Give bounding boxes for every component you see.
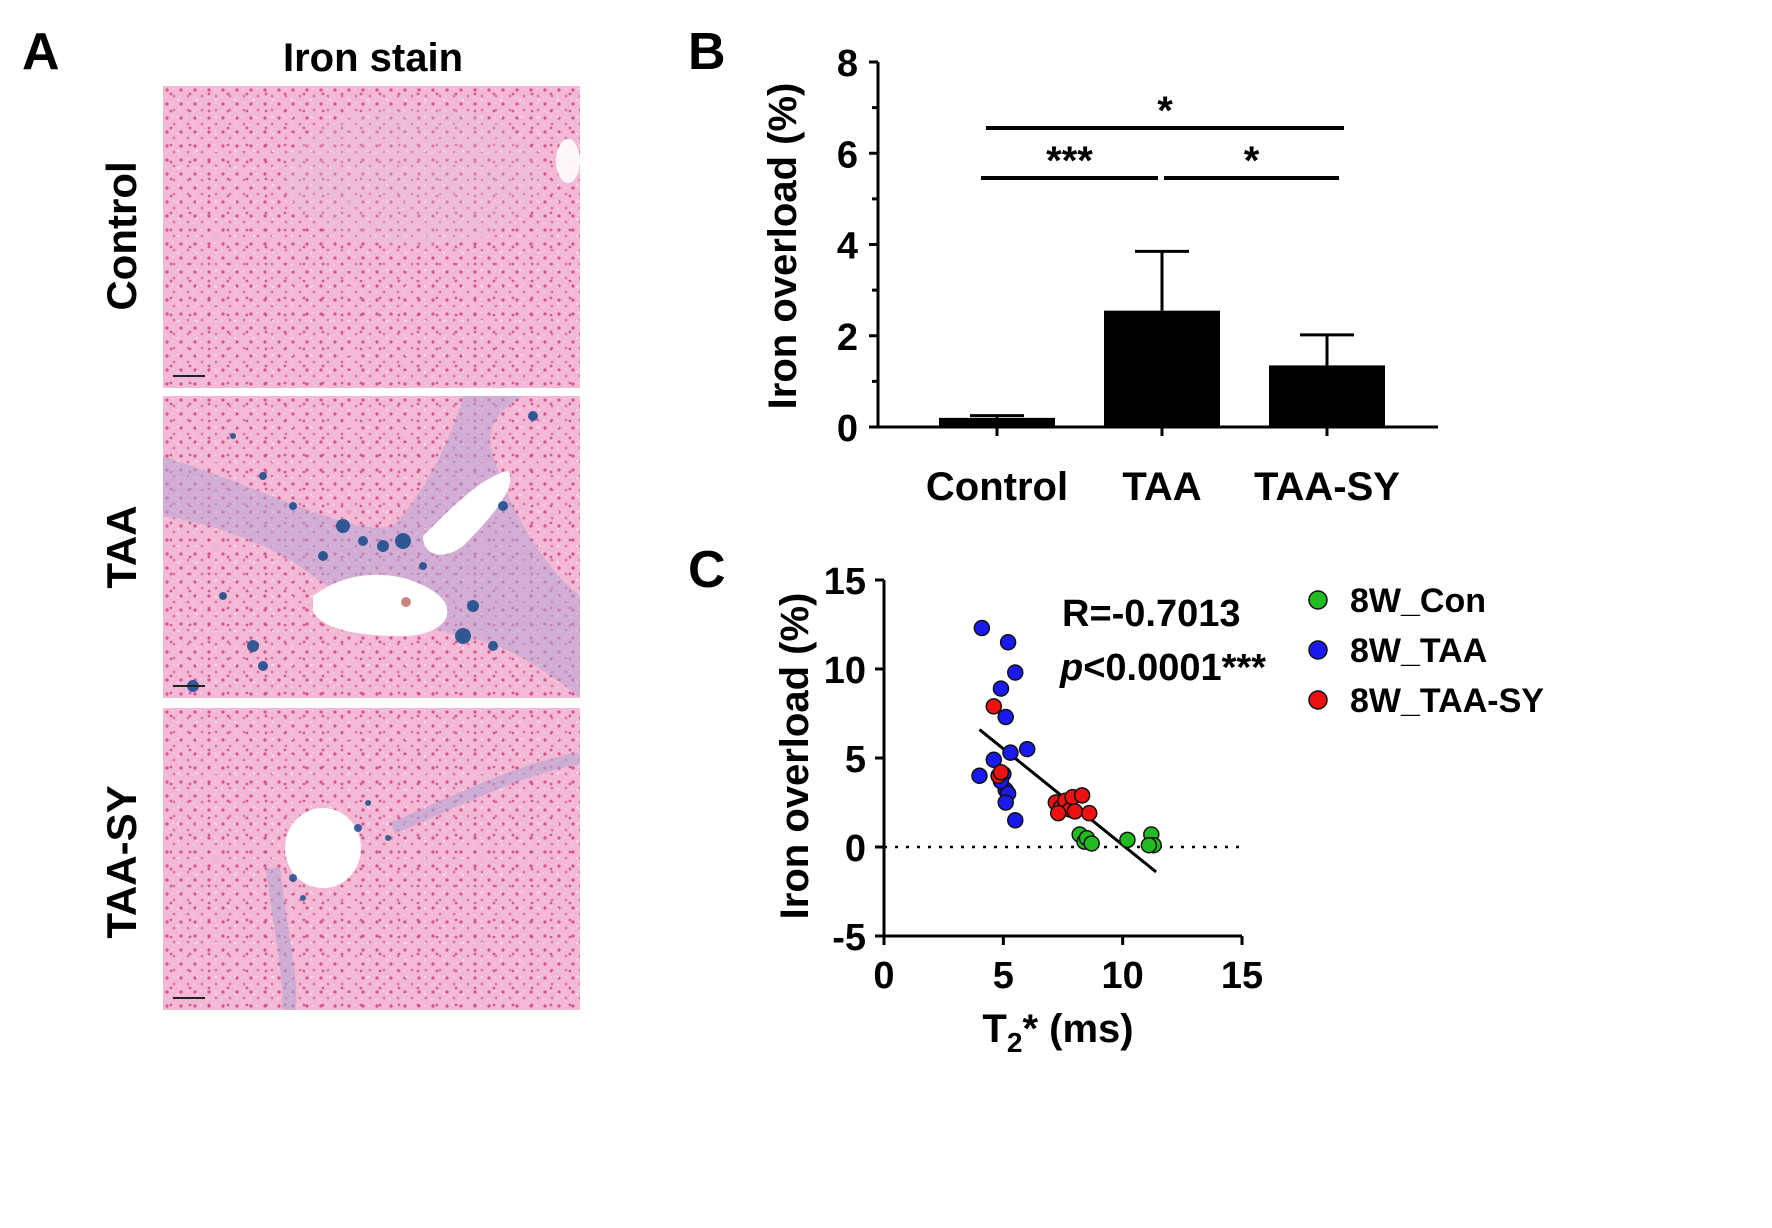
point-8w-taa <box>971 767 988 785</box>
bar-x-tick-label: TAA-SY <box>1254 465 1400 509</box>
bar-control <box>939 417 1055 427</box>
bar-y-tick-label: 0 <box>837 408 858 450</box>
panel-b-letter: B <box>688 23 726 81</box>
scatter-y-tick-label: 5 <box>845 739 866 781</box>
point-8w-taa <box>999 634 1017 651</box>
significance-label: * <box>1244 139 1260 183</box>
scatter-x-tick-label: 0 <box>873 955 894 997</box>
point-8w-taa-sy <box>1049 804 1067 822</box>
scatter-x-tick-label: 15 <box>1221 955 1263 997</box>
scatter-y-tick-label: 10 <box>824 650 866 692</box>
legend-label: 8W_Con <box>1350 582 1486 620</box>
scatter-x-tick-label: 5 <box>993 955 1014 997</box>
micrograph-taa-sy <box>163 708 580 1010</box>
point-8w-taa <box>997 708 1014 726</box>
bar-chart-ylabel: Iron overload (%) <box>761 83 805 410</box>
bar-y-tick-label: 6 <box>837 134 858 176</box>
point-8w-taa <box>973 619 991 637</box>
significance-label: * <box>1157 89 1173 133</box>
scatter-y-tick-label: 0 <box>845 828 866 870</box>
point-8w-taa <box>1002 744 1019 761</box>
scatter-y-tick-label: -5 <box>832 917 866 959</box>
micrograph-control <box>163 86 580 388</box>
point-8w-taa-sy <box>1081 804 1098 822</box>
legend-marker <box>1308 640 1328 660</box>
scatter-y-tick-label: 15 <box>824 561 866 603</box>
point-8w-taa-sy <box>1066 803 1084 820</box>
panel-a-title: Iron stain <box>283 36 464 80</box>
point-8w-taa <box>997 794 1014 811</box>
legend-marker <box>1308 590 1328 610</box>
point-8w-taa <box>985 751 1003 769</box>
scatter-xlabel: T2* (ms) <box>982 1007 1133 1058</box>
point-8w-con <box>1083 835 1100 852</box>
bar-x-tick-label: TAA <box>1122 465 1201 509</box>
point-8w-taa-sy <box>1073 787 1091 804</box>
stat-p: p<0.0001*** <box>1059 647 1266 689</box>
point-8w-taa <box>992 680 1010 697</box>
panel-a-letter: A <box>22 23 60 81</box>
legend-marker <box>1308 690 1328 710</box>
point-8w-taa <box>1007 664 1024 681</box>
bar-x-tick-label: Control <box>926 465 1068 509</box>
significance-label: *** <box>1046 139 1093 183</box>
micrograph-taa <box>163 396 580 698</box>
point-8w-taa <box>1018 740 1036 758</box>
bar-y-tick-label: 8 <box>837 43 858 85</box>
bar-taa-sy <box>1269 365 1385 427</box>
stat-r: R=-0.7013 <box>1062 593 1241 635</box>
point-8w-taa-sy <box>992 763 1010 781</box>
point-8w-taa <box>1007 812 1024 829</box>
point-8w-con <box>1140 836 1158 854</box>
bar-y-tick-label: 4 <box>837 226 858 268</box>
bar-y-tick-label: 2 <box>837 317 858 359</box>
point-8w-con <box>1119 831 1136 849</box>
legend-label: 8W_TAA <box>1350 632 1487 670</box>
bar-taa <box>1104 310 1220 427</box>
point-8w-taa-sy <box>985 698 1003 715</box>
panel-c-letter: C <box>688 541 726 599</box>
legend-label: 8W_TAA-SY <box>1350 682 1544 720</box>
scatter-ylabel: Iron overload (%) <box>773 593 817 920</box>
scatter-x-tick-label: 10 <box>1102 955 1144 997</box>
